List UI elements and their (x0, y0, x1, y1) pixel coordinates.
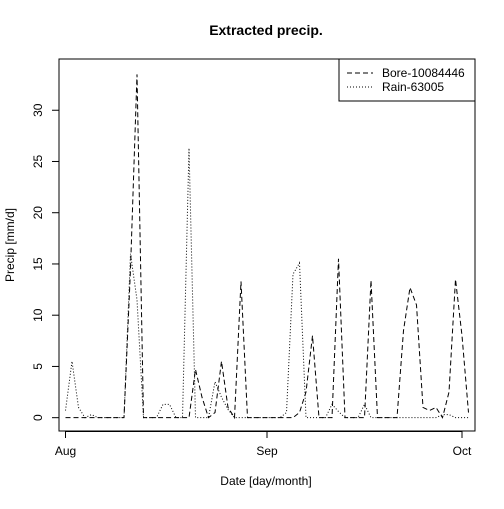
y-axis-label: Precip [mm/d] (3, 208, 17, 282)
y-tick-label: 10 (31, 308, 45, 322)
x-axis: Aug Sep Oct (55, 431, 472, 458)
x-tick-label: Aug (55, 444, 76, 458)
series-line-rain-63005 (65, 148, 469, 419)
chart-title: Extracted precip. (209, 22, 323, 38)
plot-frame (58, 58, 476, 432)
legend-label: Bore-10084446 (382, 66, 465, 80)
legend-box (338, 58, 476, 102)
x-tick-label: Oct (453, 444, 472, 458)
y-tick-label: 5 (31, 363, 45, 370)
x-tick-label: Sep (256, 444, 278, 458)
series-layer (65, 74, 469, 420)
series-line-bore-10084446 (65, 74, 469, 420)
y-tick-label: 25 (31, 154, 45, 168)
y-axis: 0 5 10 15 20 25 30 (31, 103, 60, 421)
y-tick-label: 30 (31, 103, 45, 117)
y-tick-label: 20 (31, 206, 45, 220)
legend-label: Rain-63005 (382, 80, 444, 94)
y-tick-label: 0 (31, 414, 45, 421)
y-tick-label: 15 (31, 257, 45, 271)
x-axis-label: Date [day/month] (220, 474, 311, 488)
